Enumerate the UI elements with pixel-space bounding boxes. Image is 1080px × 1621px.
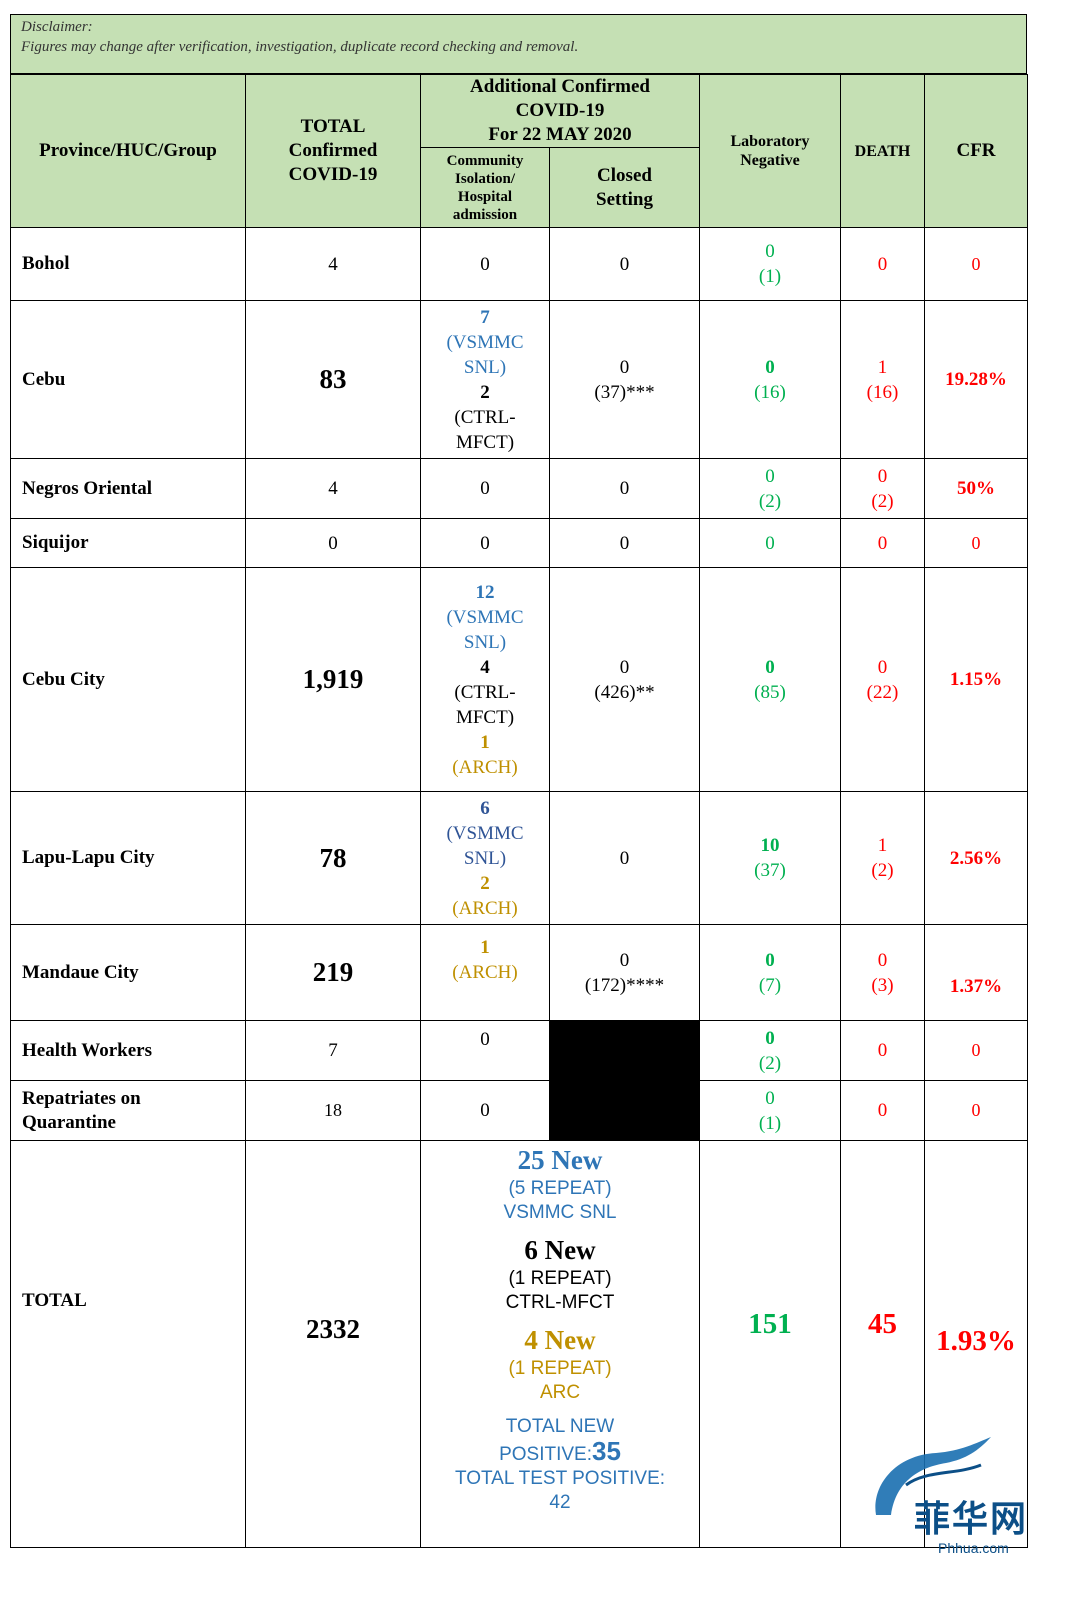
row-name: Negros Oriental: [10, 458, 246, 519]
row-name: Repatriates on Quarantine: [10, 1080, 246, 1141]
row-closed-blank: [549, 1020, 700, 1081]
row-closed: 0: [549, 791, 700, 925]
header-province: Province/HUC/Group: [10, 74, 246, 228]
row-death: 0: [840, 518, 925, 568]
total-death: 45: [840, 1140, 925, 1548]
row-cfr: 50%: [924, 458, 1028, 519]
row-closed-blank: [549, 1080, 700, 1141]
row-lab-negative: 0 (85): [699, 567, 841, 792]
table-row: Cebu 83 7 (VSMMC SNL) 2 (CTRL- MFCT) 0 (3…: [10, 300, 1028, 459]
row-community: 6 (VSMMC SNL) 2 (ARCH): [420, 791, 550, 925]
row-total: 83: [245, 300, 421, 459]
header-additional: Additional Confirmed COVID-19 For 22 MAY…: [420, 74, 700, 148]
covid-table: Province/HUC/Group TOTAL Confirmed COVID…: [10, 74, 1028, 1548]
row-lab-negative: 0: [699, 518, 841, 568]
row-total: 4: [245, 227, 421, 301]
row-closed: 0 (426)**: [549, 567, 700, 792]
row-cfr: 0: [924, 1080, 1028, 1141]
row-cfr: 0: [924, 518, 1028, 568]
row-name: Cebu City: [10, 567, 246, 792]
row-cfr: 19.28%: [924, 300, 1028, 459]
row-community: 1 (ARCH): [420, 924, 550, 1021]
row-closed: 0: [549, 518, 700, 568]
table-row: Siquijor 0 0 0 0 0 0: [10, 518, 1028, 568]
row-cfr: 1.15%: [924, 567, 1028, 792]
report-sheet: Disclaimer: Figures may change after ver…: [10, 14, 1028, 1548]
row-total: 7: [245, 1020, 421, 1081]
total-lab-negative: 151: [699, 1140, 841, 1548]
row-lab-negative: 0 (7): [699, 924, 841, 1021]
row-total: 78: [245, 791, 421, 925]
row-total: 1,919: [245, 567, 421, 792]
row-death: 0 (2): [840, 458, 925, 519]
header-total: TOTAL Confirmed COVID-19: [245, 74, 421, 228]
row-closed: 0 (172)****: [549, 924, 700, 1021]
table-row: Lapu-Lapu City 78 6 (VSMMC SNL) 2 (ARCH)…: [10, 791, 1028, 925]
watermark-logo: 菲华网 Phhua.com: [866, 1435, 1066, 1565]
row-closed: 0 (37)***: [549, 300, 700, 459]
row-closed: 0: [549, 227, 700, 301]
row-lab-negative: 0 (16): [699, 300, 841, 459]
watermark-url: Phhua.com: [938, 1540, 1009, 1556]
table-row: Health Workers 7 0 0 (2) 0 0: [10, 1020, 1028, 1081]
row-total: 0: [245, 518, 421, 568]
row-total: 4: [245, 458, 421, 519]
row-total: 18: [245, 1080, 421, 1141]
total-additional: 25 New (5 REPEAT) VSMMC SNL 6 New (1 REP…: [420, 1140, 700, 1548]
row-total: 219: [245, 924, 421, 1021]
row-name: Cebu: [10, 300, 246, 459]
row-name: Mandaue City: [10, 924, 246, 1021]
row-death: 0: [840, 1080, 925, 1141]
watermark-text: 菲华网: [914, 1498, 1029, 1540]
row-death: 0 (3): [840, 924, 925, 1021]
table-row: Mandaue City 219 1 (ARCH) 0 (172)**** 0 (7…: [10, 924, 1028, 1021]
disclaimer-text: Figures may change after verification, i…: [21, 39, 579, 55]
row-death: 1 (2): [840, 791, 925, 925]
row-death: 0: [840, 1020, 925, 1081]
row-closed: 0: [549, 458, 700, 519]
row-death: 0 (22): [840, 567, 925, 792]
row-name: Health Workers: [10, 1020, 246, 1081]
row-cfr: 1.37%: [924, 924, 1028, 1021]
row-lab-negative: 0 (1): [699, 1080, 841, 1141]
row-cfr: 2.56%: [924, 791, 1028, 925]
table-row: Negros Oriental 4 0 0 0 (2) 0 (2) 50%: [10, 458, 1028, 519]
row-name: Siquijor: [10, 518, 246, 568]
row-lab-negative: 0 (1): [699, 227, 841, 301]
row-lab-negative: 0 (2): [699, 458, 841, 519]
row-community: 0: [420, 1080, 550, 1141]
row-death: 0: [840, 227, 925, 301]
row-cfr: 0: [924, 227, 1028, 301]
row-lab-negative: 0 (2): [699, 1020, 841, 1081]
header-closed: Closed Setting: [549, 147, 700, 228]
row-name: Bohol: [10, 227, 246, 301]
header-lab-negative: Laboratory Negative: [699, 74, 841, 228]
total-value: 2332: [245, 1140, 421, 1548]
row-community: 12 (VSMMC SNL) 4 (CTRL- MFCT) 1 (ARCH): [420, 567, 550, 792]
total-label: TOTAL: [10, 1140, 246, 1548]
dragon-icon: [875, 1437, 991, 1515]
row-death: 1 (16): [840, 300, 925, 459]
row-lab-negative: 10 (37): [699, 791, 841, 925]
table-row: Cebu City 1,919 12 (VSMMC SNL) 4 (CTRL- …: [10, 567, 1028, 792]
header-community: Community Isolation/ Hospital admission: [420, 147, 550, 228]
disclaimer-box: Disclaimer: Figures may change after ver…: [10, 14, 1027, 74]
disclaimer-title: Disclaimer:: [21, 19, 93, 35]
total-cfr: 1.93%: [924, 1140, 1028, 1548]
row-community: 7 (VSMMC SNL) 2 (CTRL- MFCT): [420, 300, 550, 459]
row-community: 0: [420, 1020, 550, 1081]
header-death: DEATH: [840, 74, 925, 228]
total-row: TOTAL 2332 25 New (5 REPEAT) VSMMC SNL 6…: [10, 1140, 1028, 1548]
header-cfr: CFR: [924, 74, 1028, 228]
table-row: Bohol 4 0 0 0 (1) 0 0: [10, 227, 1028, 301]
row-community: 0: [420, 458, 550, 519]
row-cfr: 0: [924, 1020, 1028, 1081]
table-row: Repatriates on Quarantine 18 0 0 (1) 0 0: [10, 1080, 1028, 1141]
row-name: Lapu-Lapu City: [10, 791, 246, 925]
row-community: 0: [420, 227, 550, 301]
row-community: 0: [420, 518, 550, 568]
